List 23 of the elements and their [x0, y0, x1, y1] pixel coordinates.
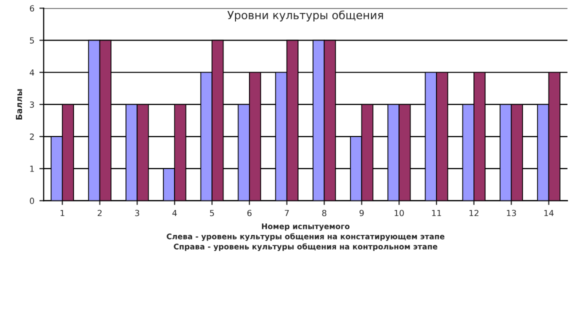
x-tick-label: 3 — [135, 210, 140, 216]
x-tick-label: 9 — [360, 210, 364, 216]
x-tick-label: 2 — [98, 210, 102, 216]
y-tick-label: 2 — [30, 134, 34, 140]
x-tick-label: 6 — [247, 210, 252, 216]
x-tick-label: 8 — [322, 210, 326, 216]
x-tick-label: 7 — [284, 210, 289, 216]
y-tick-label: 6 — [30, 5, 34, 12]
y-tick-label: 0 — [30, 198, 34, 204]
x-tick-label: 5 — [210, 210, 214, 216]
x-tick-label: 12 — [470, 210, 478, 216]
y-tick-label: 5 — [30, 37, 34, 44]
y-tick-label: 1 — [30, 166, 34, 172]
y-tick-label: 3 — [30, 101, 34, 108]
x-tick-label: 11 — [432, 210, 442, 216]
y-tick-label: 4 — [30, 69, 34, 76]
x-tick-label: 1 — [60, 210, 64, 216]
chart-title: Уровни культуры общения — [227, 10, 383, 22]
x-tick-label: 10 — [394, 210, 404, 216]
y-axis-title: Баллы — [16, 89, 22, 120]
x-tick-label: 14 — [544, 210, 554, 216]
x-tick-label: 13 — [506, 210, 516, 216]
x-tick-label: 4 — [172, 210, 177, 216]
